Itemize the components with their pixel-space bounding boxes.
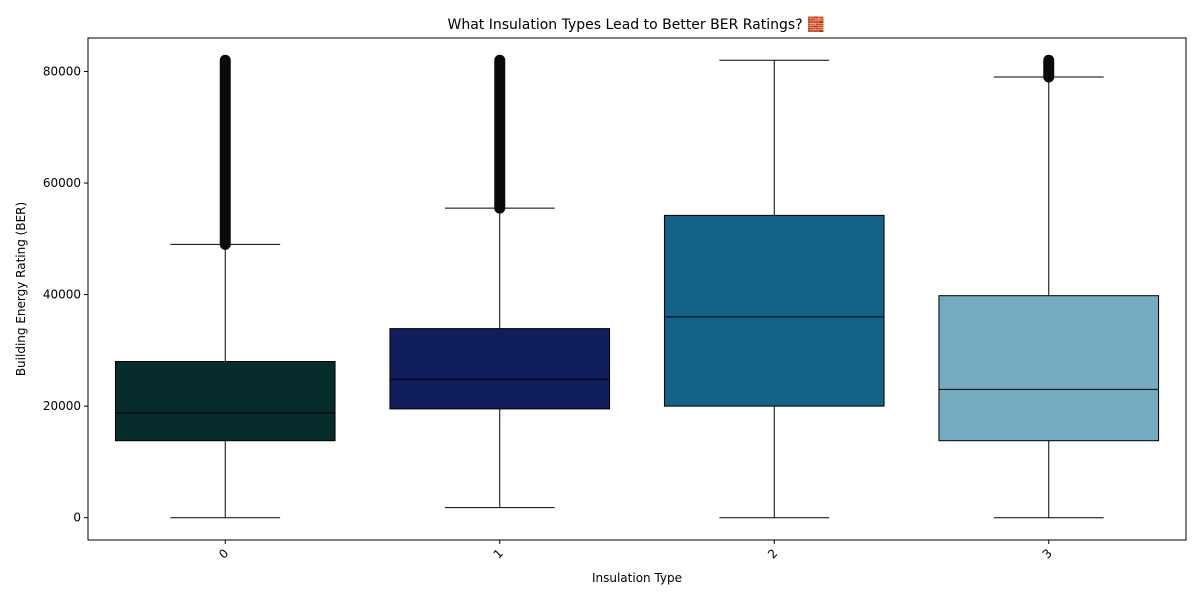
y-tick-label: 0 (73, 511, 81, 525)
x-tick-label-2: 2 (765, 546, 780, 561)
y-tick-label: 60000 (43, 176, 81, 190)
box-group-1 (389, 54, 611, 509)
box-1 (389, 328, 611, 410)
y-axis-label: Building Energy Rating (BER) (14, 202, 28, 376)
box-0 (114, 361, 336, 442)
plot-area (114, 54, 1160, 519)
x-tick-label-0: 0 (216, 546, 231, 561)
x-axis-label: Insulation Type (592, 571, 682, 585)
y-tick-label: 80000 (43, 64, 81, 78)
y-tick-label: 40000 (43, 288, 81, 302)
box-2 (663, 214, 885, 407)
box-3 (938, 295, 1160, 442)
box-group-2 (663, 59, 885, 519)
box-group-3 (938, 54, 1160, 519)
x-tick-label-3: 3 (1040, 546, 1055, 561)
chart-title: What Insulation Types Lead to Better BER… (447, 16, 824, 33)
y-tick-label: 20000 (43, 399, 81, 413)
box-group-0 (114, 54, 336, 519)
x-tick-label-1: 1 (491, 546, 506, 561)
plot-frame (87, 37, 1187, 541)
